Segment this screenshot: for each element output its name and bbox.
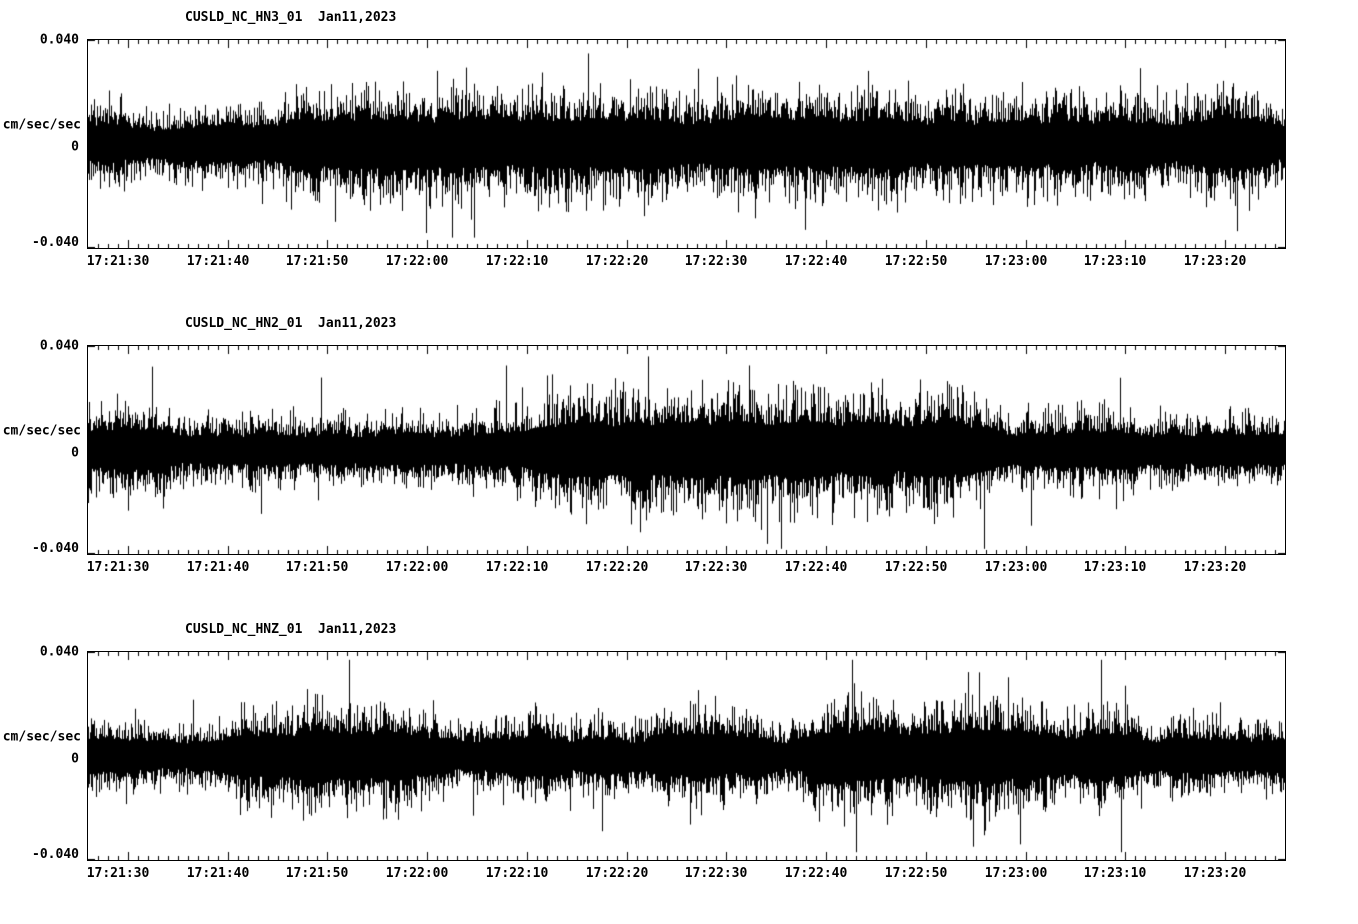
plot-title: CUSLD_NC_HN3_01 Jan11,2023 <box>185 10 397 25</box>
x-axis-tick-label: 17:22:50 <box>884 866 948 881</box>
plot-title-row: CUSLD_NC_HNZ_01 Jan11,2023 <box>185 618 1358 637</box>
y-axis-unit-label: cm/sec/sec <box>2 423 81 439</box>
x-axis-tick-label: 17:22:50 <box>884 254 948 269</box>
plot-frame <box>87 345 1286 555</box>
x-axis-tick-label: 17:22:20 <box>585 254 649 269</box>
x-axis-tick-label: 17:22:20 <box>585 560 649 575</box>
x-axis-tick-label: 17:22:30 <box>684 254 748 269</box>
x-axis-tick-label: 17:23:20 <box>1183 866 1247 881</box>
x-axis-tick-label: 17:22:40 <box>784 254 848 269</box>
plot-row: 0.040 cm/sec/sec 0 -0.040 <box>2 34 1358 250</box>
x-axis-tick-label: 17:23:20 <box>1183 560 1247 575</box>
x-axis-tick-label: 17:21:50 <box>285 254 349 269</box>
plot-title-row: CUSLD_NC_HN2_01 Jan11,2023 <box>185 312 1358 331</box>
y-axis-label-min: -0.040 <box>32 847 79 862</box>
plot-row: 0.040 cm/sec/sec 0 -0.040 <box>2 340 1358 556</box>
x-axis-tick-label: 17:21:30 <box>86 254 150 269</box>
x-axis-labels: 17:21:30 17:21:40 17:21:50 17:22:00 17:22:10… <box>86 866 1285 884</box>
x-axis-tick-label: 17:22:10 <box>485 560 549 575</box>
y-axis-label-zero: 0 <box>71 139 79 155</box>
x-axis-tick-label: 17:23:00 <box>984 866 1048 881</box>
y-axis-label-max: 0.040 <box>39 644 79 660</box>
waveform-trace <box>88 346 1285 554</box>
seismogram-panel-hn2: CUSLD_NC_HN2_01 Jan11,2023 0.040 cm/sec/… <box>3 312 1358 578</box>
waveform-trace <box>88 40 1285 248</box>
x-axis-labels: 17:21:30 17:21:40 17:21:50 17:22:00 17:22:10… <box>86 560 1285 578</box>
plot-title-row: CUSLD_NC_HN3_01 Jan11,2023 <box>185 6 1358 25</box>
y-axis-label-max: 0.040 <box>39 32 79 48</box>
plot-row: 0.040 cm/sec/sec 0 -0.040 <box>2 646 1358 862</box>
x-axis-tick-label: 17:23:10 <box>1083 254 1147 269</box>
x-axis-tick-label: 17:22:30 <box>684 560 748 575</box>
x-axis-tick-label: 17:21:50 <box>285 560 349 575</box>
x-axis-tick-label: 17:23:20 <box>1183 254 1247 269</box>
seismogram-panel-hnz: CUSLD_NC_HNZ_01 Jan11,2023 0.040 cm/sec/… <box>3 618 1358 884</box>
y-axis-label-zero: 0 <box>71 445 79 461</box>
x-axis-tick-label: 17:22:00 <box>385 560 449 575</box>
x-axis-labels: 17:21:30 17:21:40 17:21:50 17:22:00 17:22:10… <box>86 254 1285 272</box>
x-axis-tick-label: 17:22:50 <box>884 560 948 575</box>
x-axis-tick-label: 17:21:30 <box>86 866 150 881</box>
y-axis-unit-label: cm/sec/sec <box>2 117 81 133</box>
y-axis: 0.040 cm/sec/sec 0 -0.040 <box>2 34 87 250</box>
x-axis-tick-label: 17:23:10 <box>1083 866 1147 881</box>
y-axis: 0.040 cm/sec/sec 0 -0.040 <box>2 646 87 862</box>
y-axis-unit-label: cm/sec/sec <box>2 729 81 745</box>
plot-title: CUSLD_NC_HNZ_01 Jan11,2023 <box>185 622 397 637</box>
x-axis-tick-label: 17:21:40 <box>186 560 250 575</box>
x-axis-tick-label: 17:23:00 <box>984 254 1048 269</box>
x-axis-tick-label: 17:22:00 <box>385 254 449 269</box>
waveform-trace <box>88 652 1285 860</box>
y-axis-label-zero: 0 <box>71 751 79 767</box>
x-axis-tick-label: 17:22:40 <box>784 560 848 575</box>
x-axis-tick-label: 17:21:40 <box>186 254 250 269</box>
x-axis-tick-label: 17:21:30 <box>86 560 150 575</box>
x-axis-tick-label: 17:21:50 <box>285 866 349 881</box>
x-axis-tick-label: 17:23:10 <box>1083 560 1147 575</box>
x-axis-tick-label: 17:21:40 <box>186 866 250 881</box>
x-axis-tick-label: 17:23:00 <box>984 560 1048 575</box>
y-axis-label-min: -0.040 <box>32 541 79 556</box>
y-axis: 0.040 cm/sec/sec 0 -0.040 <box>2 340 87 556</box>
plot-frame <box>87 651 1286 861</box>
x-axis-tick-label: 17:22:00 <box>385 866 449 881</box>
x-axis-tick-label: 17:22:10 <box>485 866 549 881</box>
y-axis-label-min: -0.040 <box>32 235 79 250</box>
x-axis-tick-label: 17:22:40 <box>784 866 848 881</box>
x-axis-tick-label: 17:22:10 <box>485 254 549 269</box>
plot-title: CUSLD_NC_HN2_01 Jan11,2023 <box>185 316 397 331</box>
y-axis-label-max: 0.040 <box>39 338 79 354</box>
x-axis-tick-label: 17:22:20 <box>585 866 649 881</box>
plot-frame <box>87 39 1286 249</box>
seismogram-panel-hn3: CUSLD_NC_HN3_01 Jan11,2023 0.040 cm/sec/… <box>3 6 1358 272</box>
x-axis-tick-label: 17:22:30 <box>684 866 748 881</box>
